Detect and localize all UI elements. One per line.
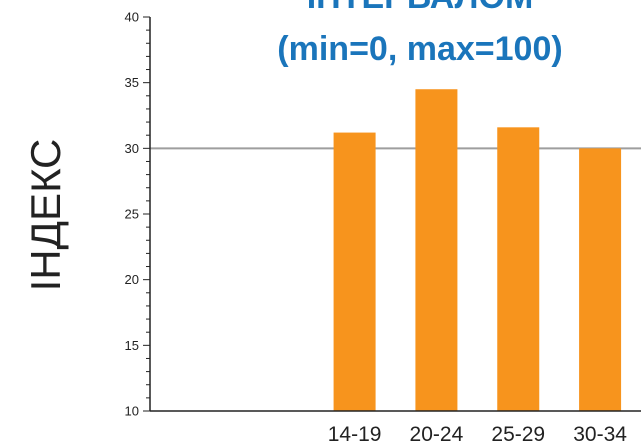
bar-25-29 [497,127,540,411]
x-tick-label: 30-34 [573,423,627,444]
y-tick-label: 20 [125,272,139,287]
y-tick-label: 10 [125,404,139,419]
chart-title-line-2: (min=0, max=100) [277,30,562,68]
y-tick-label: 25 [125,207,139,222]
y-tick-label: 15 [125,338,139,353]
bar-14-19 [333,132,376,411]
y-tick-label: 30 [125,141,139,156]
x-tick-label: 14-19 [328,423,382,444]
y-axis-label: ІНДЕКС [22,139,69,292]
bar-20-24 [415,89,458,411]
axes-layer [143,16,641,412]
y-tick-label: 35 [125,75,139,90]
x-tick-label: 25-29 [491,423,545,444]
bars-layer [333,89,622,412]
bar-30-34 [579,148,622,412]
y-tick-label: 40 [125,10,139,25]
chart-title-line-1: ІНТЕРВАЛОМ [307,0,534,16]
x-tick-label: 20-24 [410,423,464,444]
tick-labels-layer: 10 15 20 25 30 35 40 14-19 20-24 25-29 30-34 [125,10,628,444]
